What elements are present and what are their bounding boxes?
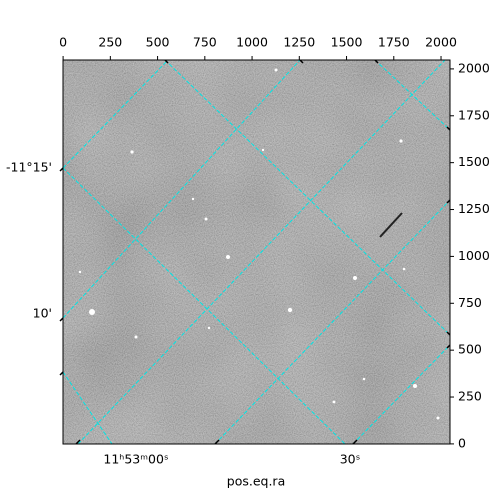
world-tick xyxy=(374,59,379,64)
x-tick-label: 2000 xyxy=(425,35,457,50)
world-tick xyxy=(59,371,64,376)
axes-frame xyxy=(62,59,451,445)
world-tick xyxy=(59,317,64,322)
world-tick xyxy=(214,439,220,445)
y-tick-label: 250 xyxy=(458,389,482,404)
grid-line xyxy=(352,344,450,444)
dec-tick-label: 10' xyxy=(33,306,52,321)
grid-line xyxy=(63,60,169,169)
coordinate-grid xyxy=(63,60,450,444)
world-tick xyxy=(446,331,451,336)
y-tick-label: 2000 xyxy=(458,60,490,75)
x-tick-label: 1500 xyxy=(331,35,363,50)
grid-line xyxy=(214,199,450,444)
y-tick-label: 1000 xyxy=(458,248,490,263)
grid-line xyxy=(63,60,301,319)
sky-image xyxy=(63,60,450,444)
streak xyxy=(379,212,403,238)
grid-line xyxy=(164,60,450,336)
y-tick-label: 1750 xyxy=(458,107,490,122)
world-tick xyxy=(352,439,358,445)
ra-tick-label: 30ˢ xyxy=(340,452,361,467)
x-tick-label: 1250 xyxy=(283,35,315,50)
ra-tick-label: 11ʰ53ᵐ00ˢ xyxy=(103,452,168,467)
x-axis-label: pos.eq.ra xyxy=(227,474,285,489)
world-tick xyxy=(446,199,451,204)
y-tick-label: 500 xyxy=(458,342,482,357)
x-tick-label: 250 xyxy=(98,35,122,50)
dec-tick-label: -11°15' xyxy=(6,160,52,175)
x-tick-label: 0 xyxy=(59,35,67,50)
y-tick-label: 1250 xyxy=(458,201,490,216)
grid-line xyxy=(63,371,113,444)
world-tick xyxy=(75,439,81,445)
y-tick-label: 0 xyxy=(458,435,466,450)
y-tick-label: 1500 xyxy=(458,154,490,169)
world-tick xyxy=(164,59,169,64)
world-tick xyxy=(446,344,451,349)
x-tick-label: 500 xyxy=(146,35,170,50)
x-tick-label: 750 xyxy=(193,35,217,50)
world-tick xyxy=(446,126,451,131)
world-tick xyxy=(59,167,64,172)
x-tick-label: 1000 xyxy=(236,35,268,50)
x-tick-label: 1750 xyxy=(378,35,410,50)
y-tick-label: 750 xyxy=(458,295,482,310)
world-tick xyxy=(299,59,304,64)
grid-line xyxy=(77,60,446,444)
grid-line xyxy=(374,60,450,131)
stars xyxy=(78,68,440,420)
